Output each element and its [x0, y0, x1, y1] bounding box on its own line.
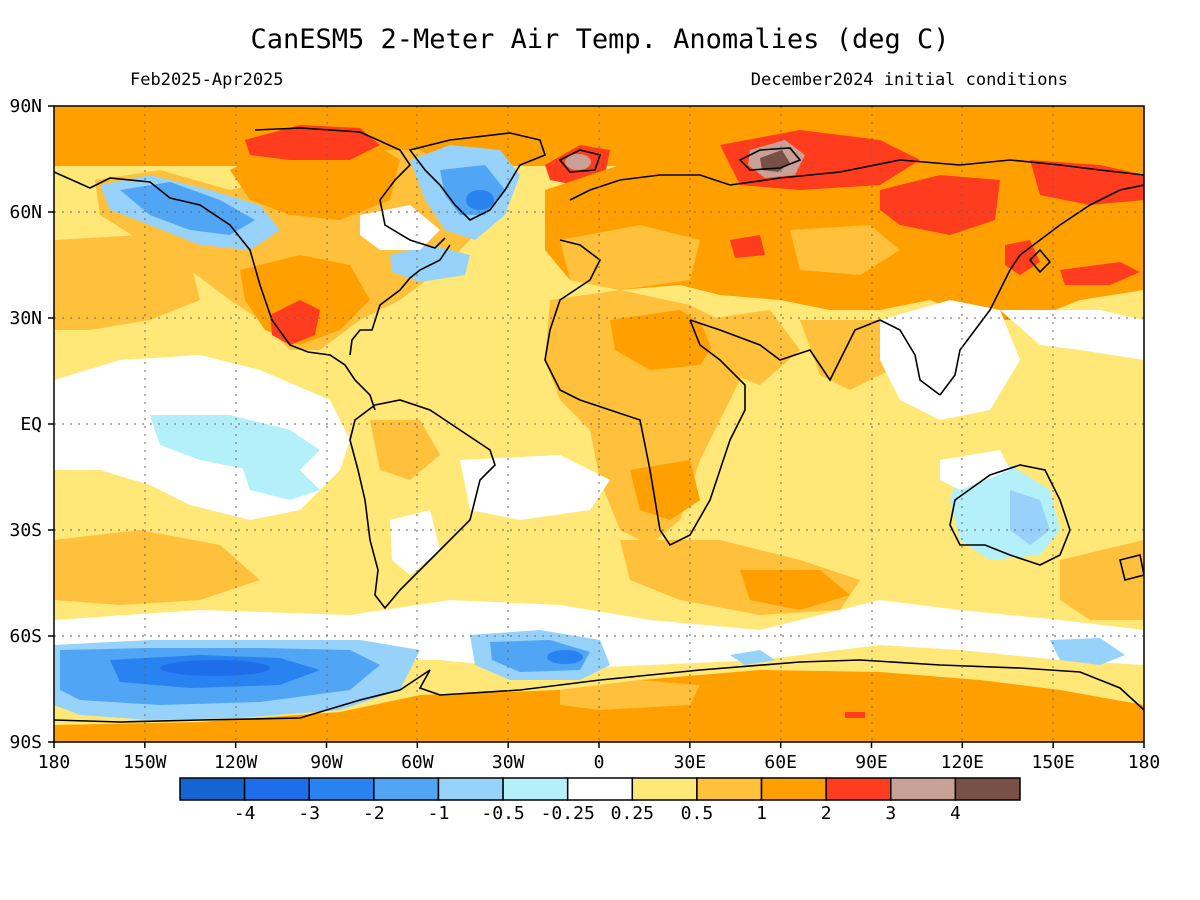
colorbar-label: 3: [885, 803, 896, 824]
small-cool-1: [730, 650, 775, 665]
alaska-cold-core: [120, 182, 255, 235]
canada-arctic-hot: [245, 125, 380, 160]
europe-warm-light: [560, 225, 700, 290]
east-pacific-light: [54, 235, 200, 330]
ross-amundsen-cold-core: [160, 660, 270, 676]
colorbar-swatch: [954, 777, 1021, 801]
lon-label: 150W: [123, 752, 167, 773]
lat-label: 30N: [9, 308, 42, 329]
colorbar-label: 0.25: [611, 803, 654, 824]
longitude-axis: 180 150W 120W 90W 60W 30W 0 30E 60E 90E 120E 150E 18…: [38, 742, 1161, 773]
colorbar-swatch: [696, 777, 763, 801]
lat-label: 60S: [9, 626, 42, 647]
colorbar: -4 -3 -2 -1 -0.5 -0.25 0.25 0.5 1 2 3 4: [179, 777, 1021, 824]
colorbar-swatch: [373, 777, 440, 801]
colorbar-label: -0.5: [481, 803, 524, 824]
lon-label: 60E: [764, 752, 797, 773]
africa-south-warm: [630, 460, 700, 520]
lat-label: 90S: [9, 732, 42, 753]
lat-label: 30S: [9, 520, 42, 541]
colorbar-label: -2: [363, 803, 385, 824]
colorbar-swatch: [308, 777, 375, 801]
lat-label: 60N: [9, 202, 42, 223]
colorbar-label: -3: [298, 803, 320, 824]
colorbar-swatch: [631, 777, 698, 801]
lon-label: 0: [594, 752, 605, 773]
s-america-white: [390, 510, 440, 575]
lon-label: 120E: [941, 752, 984, 773]
colorbar-label: -1: [428, 803, 450, 824]
pacific-cool-2: [240, 460, 320, 500]
lon-label: 120W: [214, 752, 258, 773]
lon-label: 30W: [492, 752, 525, 773]
central-asia-hot: [730, 235, 765, 258]
anomaly-field: [54, 106, 1144, 742]
lon-label: 90E: [855, 752, 888, 773]
antarctica-hot-spot: [845, 712, 865, 718]
australia-cool-2: [1010, 490, 1050, 545]
south-atlantic-white: [460, 455, 610, 520]
initial-conditions-label: December2024 initial conditions: [750, 70, 1068, 90]
colorbar-swatch: [243, 777, 310, 801]
antarctica-light: [560, 680, 700, 710]
colorbar-label: 4: [950, 803, 961, 824]
australia-white: [940, 450, 1010, 490]
colorbar-swatch: [890, 777, 957, 801]
colorbar-swatch: [502, 777, 569, 801]
lon-label: 60W: [401, 752, 434, 773]
india-warm: [800, 320, 890, 390]
colorbar-swatch: [437, 777, 504, 801]
colorbar-swatch: [825, 777, 892, 801]
quebec-white: [360, 205, 440, 250]
svalbard-very-hot: [565, 154, 591, 170]
arabia-warm: [700, 310, 800, 385]
south-indian-warm-2: [740, 570, 850, 610]
japan-hot: [1005, 240, 1040, 275]
colorbar-label: 2: [821, 803, 832, 824]
colorbar-label: 1: [756, 803, 767, 824]
weddell-cold-core: [547, 650, 583, 664]
south-pacific-warm: [54, 530, 260, 605]
west-pacific-white: [1000, 310, 1144, 360]
lon-label: 30E: [674, 752, 707, 773]
s-america-warm: [370, 420, 440, 480]
lat-label: EQ: [20, 414, 42, 435]
east-antarctic-cool: [1050, 638, 1125, 665]
latitude-axis: 90N 60N 30N EQ 30S 60S 90S: [9, 96, 54, 753]
colorbar-swatch: [566, 777, 634, 801]
colorbar-label: -4: [234, 803, 256, 824]
mid-asia-light: [790, 225, 900, 275]
northeast-cool: [390, 245, 470, 282]
lon-label: 180: [38, 752, 71, 773]
colorbar-swatch: [179, 777, 246, 801]
coastlines: [54, 127, 1144, 723]
tropical-pacific-cool: [150, 415, 320, 470]
graticule: [54, 106, 1144, 742]
greenland-cold-center: [466, 190, 494, 210]
lon-label: 150E: [1031, 752, 1074, 773]
se-asia-white: [880, 300, 1020, 420]
colorbar-swatch: [760, 777, 827, 801]
pacific-n-hot: [1060, 262, 1140, 285]
colorbar-label: 0.5: [681, 803, 714, 824]
map-title: CanESM5 2-Meter Air Temp. Anomalies (deg…: [250, 24, 950, 55]
season-label: Feb2025-Apr2025: [130, 70, 284, 90]
lon-label: 180: [1128, 752, 1161, 773]
lon-label: 90W: [310, 752, 343, 773]
lat-label: 90N: [9, 96, 42, 117]
colorbar-label: -0.25: [541, 803, 595, 824]
east-siberia-hot: [880, 175, 1000, 235]
